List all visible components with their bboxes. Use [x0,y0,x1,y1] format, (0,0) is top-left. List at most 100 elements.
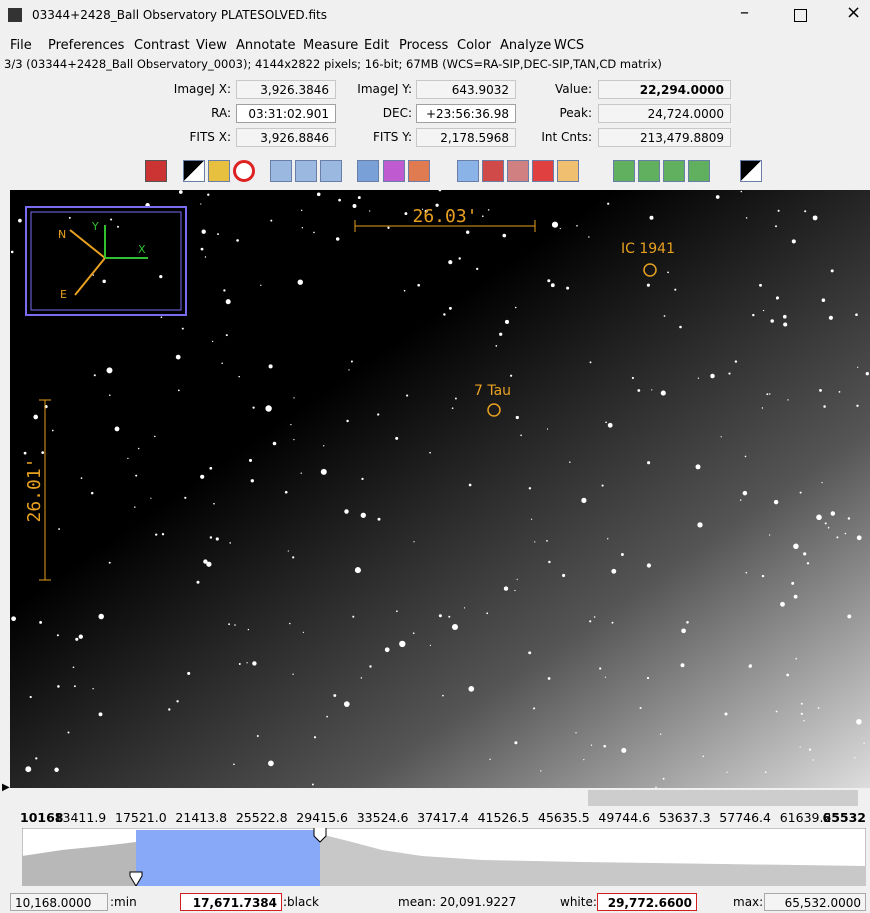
star [138,448,140,450]
star [681,663,685,667]
star [822,298,826,302]
close-button[interactable]: × [846,2,861,23]
star [346,420,348,422]
tool-icon[interactable] [532,160,554,182]
tool-icon[interactable] [688,160,710,182]
tool-icon[interactable] [320,160,342,182]
star [854,757,855,758]
tool-icon[interactable] [663,160,685,182]
star [809,748,811,750]
star [486,612,488,614]
tool-icon[interactable] [613,160,635,182]
scale-label: 26.03' [412,206,477,227]
star [205,256,206,257]
tool-icon[interactable] [482,160,504,182]
tool-icon[interactable] [557,160,579,182]
star [607,538,608,539]
menu-item[interactable]: Edit [364,38,389,53]
max-label: max: [733,893,763,911]
menu-item[interactable]: File [10,38,32,53]
star [79,635,83,639]
star [201,248,204,251]
star [395,437,398,440]
tool-icon[interactable] [507,160,529,182]
star [213,503,215,505]
star [268,761,274,767]
menu-item[interactable]: WCS [554,38,584,53]
tool-icon[interactable] [208,160,230,182]
star [200,475,204,479]
star [298,280,303,285]
star [468,686,474,692]
tool-icon[interactable] [357,160,379,182]
black-field[interactable]: 17,671.7384 [180,893,282,911]
star [344,509,348,513]
menu-item[interactable]: Color [457,38,491,53]
star [780,602,785,607]
star [603,745,606,748]
histogram-tick-label: 65532 [823,810,867,825]
star [69,217,71,219]
scrollbar-thumb[interactable] [588,790,858,806]
star [823,405,826,408]
star [770,319,774,323]
star [459,257,461,259]
tool-icon[interactable] [638,160,660,182]
star [605,677,606,678]
star [504,586,508,590]
star [607,203,609,205]
tool-icon[interactable] [183,160,205,182]
minimize-button[interactable]: – [740,2,749,23]
star [547,279,550,282]
star [663,778,665,780]
tool-icon[interactable] [457,160,479,182]
tool-icon[interactable] [295,160,317,182]
star [301,473,302,474]
star [803,552,806,555]
maximize-button[interactable] [794,9,807,22]
star [794,595,798,599]
min-field[interactable]: 10,168.0000 [10,893,108,911]
star [385,647,390,652]
star [452,624,458,630]
menu-item[interactable]: Annotate [236,38,295,53]
star [510,375,512,377]
tool-icon[interactable] [740,160,762,182]
white-field[interactable]: 29,772.6600 [597,893,697,911]
star [226,299,231,304]
star [155,533,157,535]
field-value: 3,926.8846 [236,128,336,147]
max-field[interactable]: 65,532.0000 [764,893,866,911]
menu-item[interactable]: Measure [303,38,358,53]
star [724,712,727,715]
menu-item[interactable]: View [196,38,227,53]
star [252,406,254,408]
menu-item[interactable]: Process [399,38,448,53]
tool-icon[interactable] [270,160,292,182]
menu-item[interactable]: Analyze [500,38,551,53]
star [312,784,314,786]
field-value[interactable]: +23:56:36.98 [416,104,516,123]
tool-icon[interactable] [383,160,405,182]
star [804,210,806,212]
histogram-range[interactable] [136,830,320,886]
tool-icon[interactable] [145,160,167,182]
menu-item[interactable]: Preferences [48,38,124,53]
star [323,445,324,446]
tool-icon[interactable] [233,160,255,182]
star [265,405,271,411]
tool-icon[interactable] [408,160,430,182]
menu-item[interactable]: Contrast [134,38,190,53]
star [24,452,27,455]
star [30,696,32,698]
star [651,389,652,390]
star [326,716,328,718]
star [73,666,75,668]
star [439,614,442,617]
star [529,487,531,489]
star [855,313,858,316]
star [361,513,366,518]
star [67,731,69,733]
star [800,492,802,494]
field-value[interactable]: 03:31:02.901 [236,104,336,123]
